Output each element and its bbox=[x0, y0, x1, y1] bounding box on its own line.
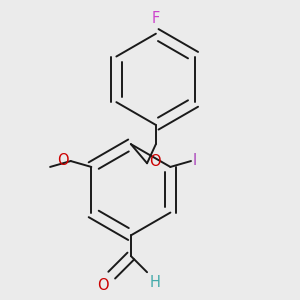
Text: O: O bbox=[149, 154, 161, 169]
Text: I: I bbox=[193, 153, 197, 168]
Text: O: O bbox=[97, 278, 109, 293]
Text: H: H bbox=[149, 274, 160, 290]
Text: O: O bbox=[57, 153, 68, 168]
Text: F: F bbox=[152, 11, 160, 26]
